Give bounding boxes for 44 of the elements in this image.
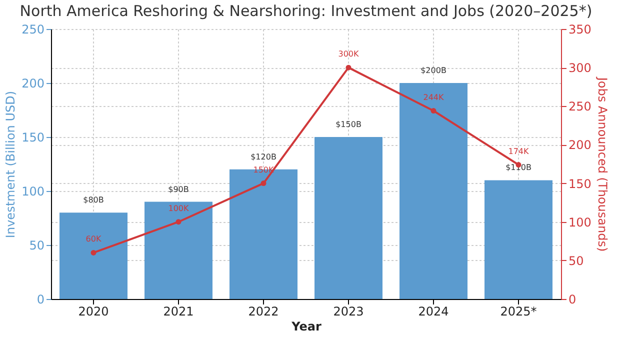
data-label: 100K: [168, 204, 190, 213]
data-label: $200B: [420, 66, 446, 75]
point: [90, 250, 96, 256]
data-label: 60K: [86, 234, 102, 244]
bar: [144, 202, 212, 299]
data-label: 174K: [508, 146, 530, 156]
y2-axis-title: Jobs Announced (Thousands): [595, 76, 610, 252]
y2-tick-label: 200: [568, 138, 592, 152]
bar: [314, 137, 382, 299]
y2-tick-label: 100: [568, 215, 592, 230]
y-tick-label: 0: [36, 292, 44, 306]
y-tick-label: 100: [22, 184, 44, 198]
y-tick-label: 50: [29, 238, 44, 252]
point: [346, 64, 352, 70]
point: [260, 180, 266, 186]
data-label: $150B: [336, 120, 362, 129]
x-tick-label: 2022: [248, 304, 279, 318]
point: [430, 108, 436, 114]
data-label: $120B: [250, 152, 276, 162]
data-label: 300K: [338, 50, 360, 59]
x-tick-label: 2021: [163, 304, 194, 318]
x-axis-title: Year: [290, 320, 322, 334]
x-tick-label: 2024: [418, 304, 449, 318]
y2-tick-label: 350: [568, 22, 592, 36]
y-axis-title: Investment (Billion USD): [4, 90, 18, 238]
y2-tick-label: 50: [568, 254, 584, 268]
y-tick-label: 150: [22, 130, 44, 144]
y2-tick-label: 0: [568, 292, 576, 306]
data-label: $90B: [168, 184, 189, 194]
bar: [400, 83, 468, 299]
x-tick-label: 2023: [333, 304, 364, 318]
y-tick-label: 250: [22, 22, 44, 36]
x-tick-label: 2025*: [500, 304, 537, 318]
y2-tick-label: 250: [568, 100, 592, 114]
data-label: $80B: [83, 196, 104, 205]
x-tick-label: 2020: [78, 304, 109, 318]
y2-tick-label: 300: [568, 61, 592, 76]
point: [176, 219, 182, 225]
bar: [484, 180, 552, 299]
chart-title: North America Reshoring & Nearshoring: Investment and Jobs (2020–2025*): [20, 2, 592, 20]
bar: [60, 212, 128, 299]
y2-tick-label: 150: [568, 176, 592, 191]
data-label: 244K: [423, 92, 445, 102]
y-tick-label: 200: [22, 76, 44, 90]
